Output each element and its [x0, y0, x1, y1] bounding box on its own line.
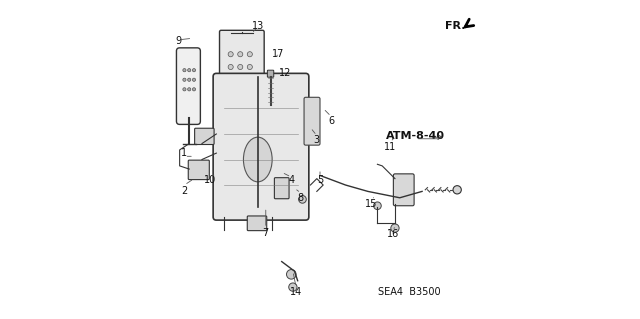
FancyBboxPatch shape — [220, 30, 264, 91]
Circle shape — [237, 77, 243, 82]
Text: 4: 4 — [288, 175, 294, 185]
Circle shape — [299, 196, 307, 203]
Text: 13: 13 — [252, 20, 264, 31]
Text: 6: 6 — [328, 116, 334, 126]
Text: 10: 10 — [204, 175, 216, 185]
Circle shape — [247, 64, 252, 70]
Text: 11: 11 — [384, 142, 396, 152]
FancyBboxPatch shape — [213, 73, 309, 220]
FancyBboxPatch shape — [268, 70, 274, 77]
Text: 16: 16 — [387, 229, 399, 240]
FancyBboxPatch shape — [275, 178, 289, 199]
Text: 2: 2 — [181, 186, 188, 197]
Text: 14: 14 — [290, 287, 302, 297]
Circle shape — [193, 88, 196, 91]
Text: 5: 5 — [317, 175, 323, 185]
Circle shape — [391, 224, 399, 232]
Circle shape — [228, 64, 233, 70]
Text: ATM-8-40: ATM-8-40 — [386, 130, 445, 141]
Text: 17: 17 — [273, 49, 285, 59]
Text: 15: 15 — [365, 199, 377, 209]
FancyBboxPatch shape — [394, 174, 414, 206]
FancyBboxPatch shape — [304, 97, 320, 145]
Text: FR.: FR. — [445, 20, 466, 31]
Text: SEA4  B3500: SEA4 B3500 — [378, 287, 440, 297]
Circle shape — [289, 283, 297, 291]
Circle shape — [247, 77, 252, 82]
Circle shape — [193, 69, 196, 72]
Text: 7: 7 — [262, 228, 269, 238]
Circle shape — [453, 186, 461, 194]
Circle shape — [188, 88, 191, 91]
Circle shape — [237, 52, 243, 57]
Circle shape — [374, 202, 381, 210]
Text: 8: 8 — [298, 193, 304, 203]
Circle shape — [237, 64, 243, 70]
Circle shape — [188, 78, 191, 81]
Circle shape — [247, 52, 252, 57]
Circle shape — [193, 78, 196, 81]
Circle shape — [188, 69, 191, 72]
FancyBboxPatch shape — [195, 128, 214, 145]
Text: 12: 12 — [279, 68, 291, 78]
Circle shape — [287, 270, 296, 279]
FancyBboxPatch shape — [177, 48, 200, 124]
Text: 9: 9 — [175, 36, 181, 47]
FancyBboxPatch shape — [247, 216, 267, 231]
Text: 3: 3 — [314, 135, 320, 145]
Text: 1: 1 — [181, 148, 188, 158]
FancyBboxPatch shape — [188, 160, 209, 180]
Circle shape — [183, 88, 186, 91]
Ellipse shape — [243, 137, 272, 182]
Circle shape — [183, 69, 186, 72]
Circle shape — [228, 52, 233, 57]
Circle shape — [183, 78, 186, 81]
Circle shape — [228, 77, 233, 82]
